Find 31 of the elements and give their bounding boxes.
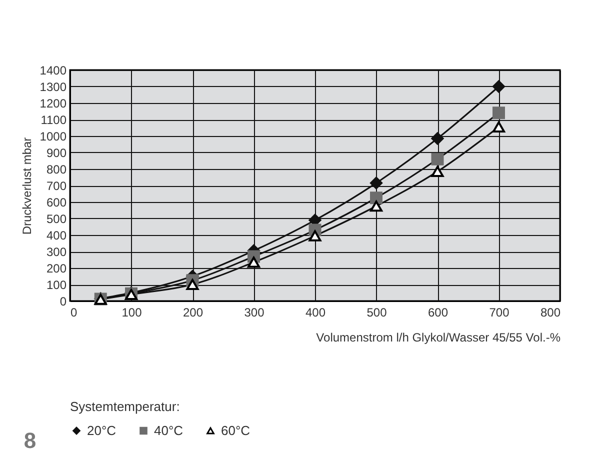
x-tick-label: 200: [182, 306, 204, 320]
y-tick-label: 100: [46, 278, 67, 292]
x-axis-title: Volumenstrom l/h Glykol/Wasser 45/55 Vol.-%: [316, 330, 561, 344]
y-tick-label: 1100: [40, 113, 67, 127]
x-tick-label: 600: [428, 306, 448, 320]
x-tick-label: 100: [122, 306, 142, 320]
y-axis-title: Druckverlust mbar: [20, 137, 34, 235]
y-tick-label: 0: [60, 294, 67, 308]
legend-title: Systemtemperatur:: [70, 399, 180, 414]
y-tick-label: 500: [46, 212, 67, 226]
x-tick-label: 700: [489, 306, 510, 320]
y-tick-label: 1000: [40, 130, 67, 144]
x-tick-label: 800: [540, 306, 561, 320]
y-tick-label: 700: [46, 179, 67, 193]
y-tick-label: 900: [46, 146, 67, 160]
y-tick-label: 1400: [40, 64, 67, 78]
x-tick-label: 500: [366, 306, 388, 320]
y-tick-label: 1200: [40, 96, 67, 110]
legend-label: 40°C: [154, 422, 184, 438]
x-tick-label: 400: [305, 306, 326, 320]
x-tick-label: 0: [70, 306, 78, 320]
legend-label: 60°C: [221, 422, 250, 438]
y-tick-label: 400: [46, 228, 67, 242]
text: 8: [24, 428, 36, 453]
x-tick-label: 300: [244, 306, 265, 320]
y-tick-label: 800: [46, 162, 67, 176]
legend-label: 20°C: [87, 422, 116, 438]
y-tick-label: 1300: [40, 80, 67, 94]
y-tick-label: 300: [46, 245, 67, 259]
y-tick-label: 600: [46, 196, 67, 210]
y-tick-label: 200: [46, 262, 67, 276]
